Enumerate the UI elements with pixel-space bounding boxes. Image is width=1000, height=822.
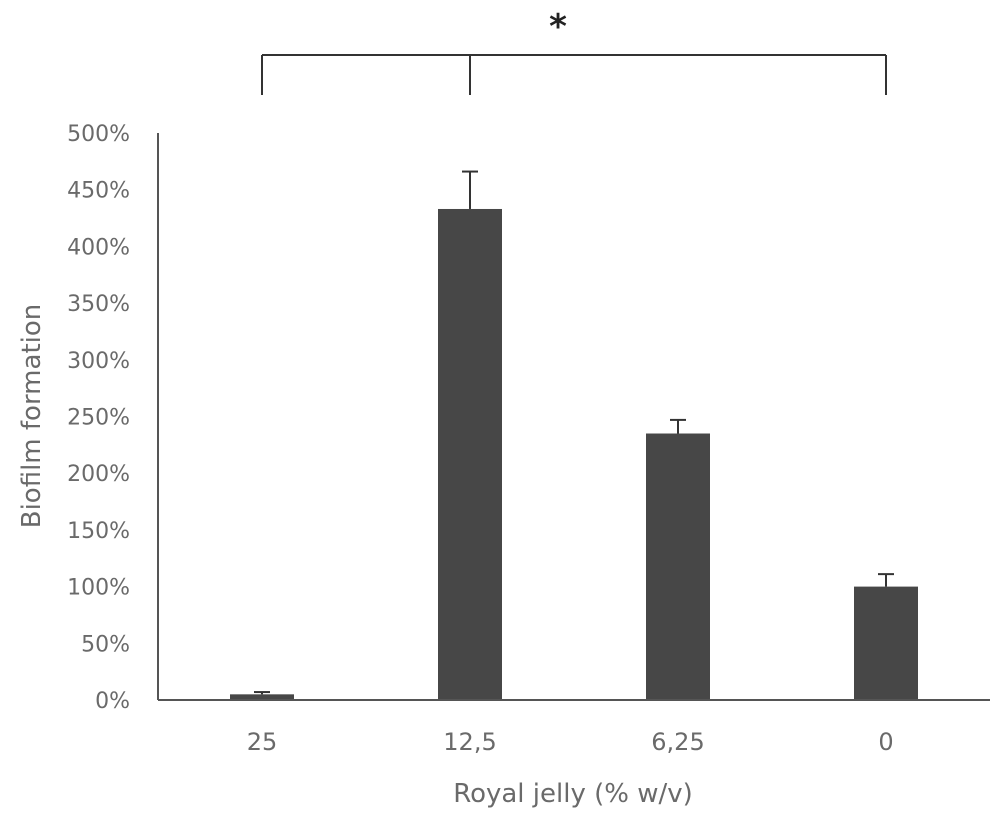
- significance-label: *: [549, 7, 567, 47]
- x-axis-title: Royal jelly (% w/v): [453, 779, 693, 809]
- y-tick-label: 450%: [67, 179, 130, 204]
- bars-group: [230, 208, 918, 700]
- x-tick-label: 6,25: [651, 728, 704, 756]
- y-axis-ticks: 0% 50% 100% 150% 200% 250% 300% 350% 400% 450% 500…: [67, 122, 130, 714]
- y-tick-label: 50%: [81, 632, 130, 657]
- x-tick-label: 25: [247, 728, 278, 756]
- y-tick-label: 100%: [67, 576, 130, 601]
- bar: [230, 694, 294, 700]
- y-axis-title: Biofilm formation: [17, 304, 47, 529]
- significance-bracket-group: *: [261, 7, 887, 95]
- y-tick-label: 500%: [67, 122, 130, 147]
- x-tick-label: 0: [878, 728, 893, 756]
- x-tick-label: 12,5: [443, 728, 496, 756]
- y-tick-label: 300%: [67, 349, 130, 374]
- x-axis-labels: 25 12,5 6,25 0: [247, 728, 894, 756]
- y-tick-label: 250%: [67, 406, 130, 431]
- error-bars-group: [254, 170, 894, 695]
- y-tick-label: 200%: [67, 462, 130, 487]
- bar: [646, 433, 710, 700]
- y-tick-label: 150%: [67, 519, 130, 544]
- y-tick-label: 350%: [67, 292, 130, 317]
- bar: [854, 586, 918, 700]
- y-tick-label: 0%: [95, 689, 130, 714]
- y-tick-label: 400%: [67, 235, 130, 260]
- bar: [438, 208, 502, 700]
